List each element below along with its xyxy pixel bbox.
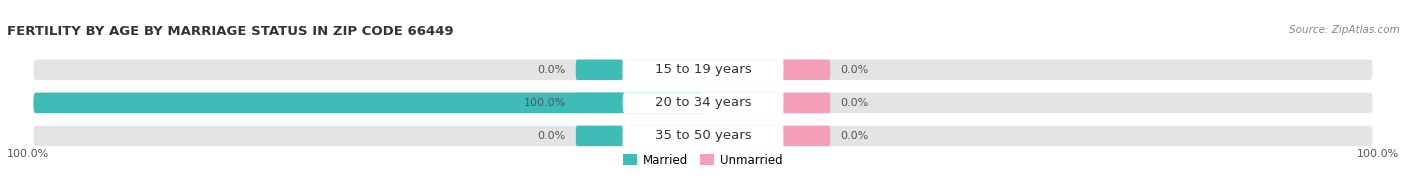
FancyBboxPatch shape [576,126,623,146]
FancyBboxPatch shape [34,60,1372,80]
FancyBboxPatch shape [783,126,830,146]
Text: 100.0%: 100.0% [7,149,49,159]
FancyBboxPatch shape [34,93,1372,113]
Text: 15 to 19 years: 15 to 19 years [655,63,751,76]
FancyBboxPatch shape [34,93,703,113]
FancyBboxPatch shape [34,126,1372,146]
Text: 35 to 50 years: 35 to 50 years [655,129,751,142]
Legend: Married, Unmarried: Married, Unmarried [619,149,787,171]
Text: FERTILITY BY AGE BY MARRIAGE STATUS IN ZIP CODE 66449: FERTILITY BY AGE BY MARRIAGE STATUS IN Z… [7,25,453,38]
FancyBboxPatch shape [623,126,783,146]
FancyBboxPatch shape [576,60,623,80]
FancyBboxPatch shape [783,60,830,80]
FancyBboxPatch shape [783,93,830,113]
Text: 100.0%: 100.0% [1357,149,1399,159]
FancyBboxPatch shape [623,60,783,80]
FancyBboxPatch shape [576,93,623,113]
Text: 0.0%: 0.0% [841,98,869,108]
Text: Source: ZipAtlas.com: Source: ZipAtlas.com [1288,25,1399,35]
Text: 0.0%: 0.0% [841,65,869,75]
Text: 0.0%: 0.0% [537,65,565,75]
Text: 100.0%: 100.0% [523,98,565,108]
Text: 20 to 34 years: 20 to 34 years [655,96,751,109]
Text: 0.0%: 0.0% [841,131,869,141]
Text: 0.0%: 0.0% [537,131,565,141]
FancyBboxPatch shape [623,93,783,113]
